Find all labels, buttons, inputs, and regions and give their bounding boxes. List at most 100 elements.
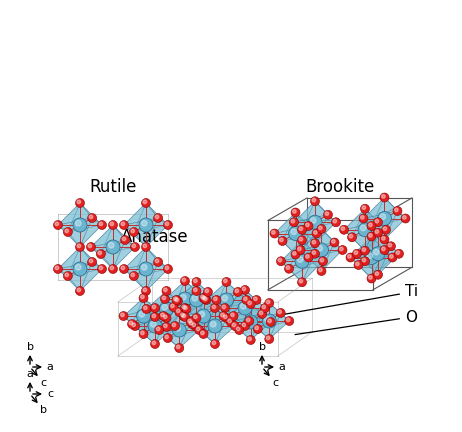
Polygon shape (58, 203, 92, 225)
Polygon shape (215, 308, 235, 326)
Circle shape (88, 257, 97, 267)
Circle shape (387, 242, 395, 251)
Circle shape (305, 223, 309, 227)
Circle shape (194, 279, 197, 283)
Circle shape (192, 286, 201, 295)
Polygon shape (344, 222, 378, 251)
Circle shape (380, 193, 389, 202)
Polygon shape (245, 290, 265, 308)
Circle shape (367, 232, 376, 241)
Circle shape (196, 309, 211, 323)
Circle shape (212, 295, 221, 305)
Circle shape (141, 242, 151, 251)
Circle shape (332, 218, 340, 227)
Circle shape (248, 301, 251, 305)
Polygon shape (359, 257, 393, 279)
Polygon shape (123, 298, 155, 316)
Circle shape (346, 253, 355, 262)
Circle shape (152, 314, 156, 318)
Circle shape (252, 295, 261, 305)
Polygon shape (245, 300, 265, 326)
Polygon shape (134, 269, 168, 291)
Polygon shape (185, 282, 217, 308)
Polygon shape (357, 233, 391, 254)
Circle shape (388, 243, 392, 247)
Circle shape (121, 222, 125, 226)
Circle shape (232, 323, 236, 327)
Circle shape (369, 223, 372, 227)
Polygon shape (226, 282, 246, 300)
Circle shape (308, 215, 322, 229)
Text: c: c (40, 378, 46, 388)
Polygon shape (168, 330, 199, 348)
Polygon shape (233, 290, 265, 316)
Circle shape (201, 295, 204, 299)
Circle shape (349, 234, 353, 238)
Circle shape (235, 289, 238, 292)
Circle shape (380, 245, 389, 254)
Polygon shape (231, 314, 262, 340)
Circle shape (229, 311, 238, 321)
Text: Rutile: Rutile (89, 178, 137, 196)
Circle shape (377, 212, 391, 226)
Circle shape (203, 287, 213, 296)
Circle shape (128, 320, 137, 329)
Polygon shape (124, 218, 158, 247)
Polygon shape (281, 261, 302, 282)
Circle shape (139, 293, 148, 302)
Polygon shape (294, 201, 328, 222)
Circle shape (369, 276, 372, 279)
Polygon shape (91, 240, 125, 269)
Circle shape (310, 249, 320, 258)
Circle shape (151, 312, 159, 321)
Circle shape (389, 254, 393, 258)
Polygon shape (231, 322, 251, 340)
Polygon shape (344, 209, 378, 230)
Polygon shape (134, 225, 168, 247)
Circle shape (395, 249, 403, 258)
Polygon shape (249, 303, 269, 329)
Circle shape (160, 295, 170, 304)
Circle shape (154, 213, 163, 222)
Polygon shape (176, 292, 208, 318)
Polygon shape (315, 201, 336, 222)
Polygon shape (195, 318, 226, 344)
Circle shape (181, 276, 189, 286)
Polygon shape (174, 281, 205, 307)
Polygon shape (113, 225, 135, 247)
Circle shape (298, 257, 303, 262)
Polygon shape (289, 240, 323, 269)
Circle shape (194, 288, 197, 292)
Polygon shape (258, 321, 289, 339)
Polygon shape (249, 313, 281, 339)
Circle shape (243, 297, 247, 301)
Polygon shape (124, 203, 146, 232)
Circle shape (265, 317, 270, 322)
Polygon shape (274, 226, 309, 254)
Polygon shape (300, 250, 322, 271)
Circle shape (175, 308, 184, 317)
Circle shape (360, 246, 370, 255)
Circle shape (315, 243, 328, 257)
Circle shape (253, 324, 262, 334)
Circle shape (163, 334, 172, 343)
Polygon shape (165, 299, 185, 317)
Circle shape (63, 228, 73, 236)
Circle shape (129, 321, 133, 325)
Circle shape (373, 270, 383, 279)
Circle shape (246, 299, 255, 308)
Polygon shape (146, 218, 168, 247)
Polygon shape (155, 309, 187, 327)
Circle shape (110, 266, 114, 270)
Circle shape (199, 311, 205, 317)
Polygon shape (204, 308, 224, 334)
Circle shape (231, 321, 239, 330)
Polygon shape (300, 242, 334, 271)
Polygon shape (101, 225, 135, 254)
Circle shape (164, 264, 172, 273)
Circle shape (220, 304, 230, 312)
Circle shape (211, 340, 219, 349)
Circle shape (245, 317, 254, 326)
Circle shape (299, 227, 303, 230)
Circle shape (172, 323, 186, 337)
